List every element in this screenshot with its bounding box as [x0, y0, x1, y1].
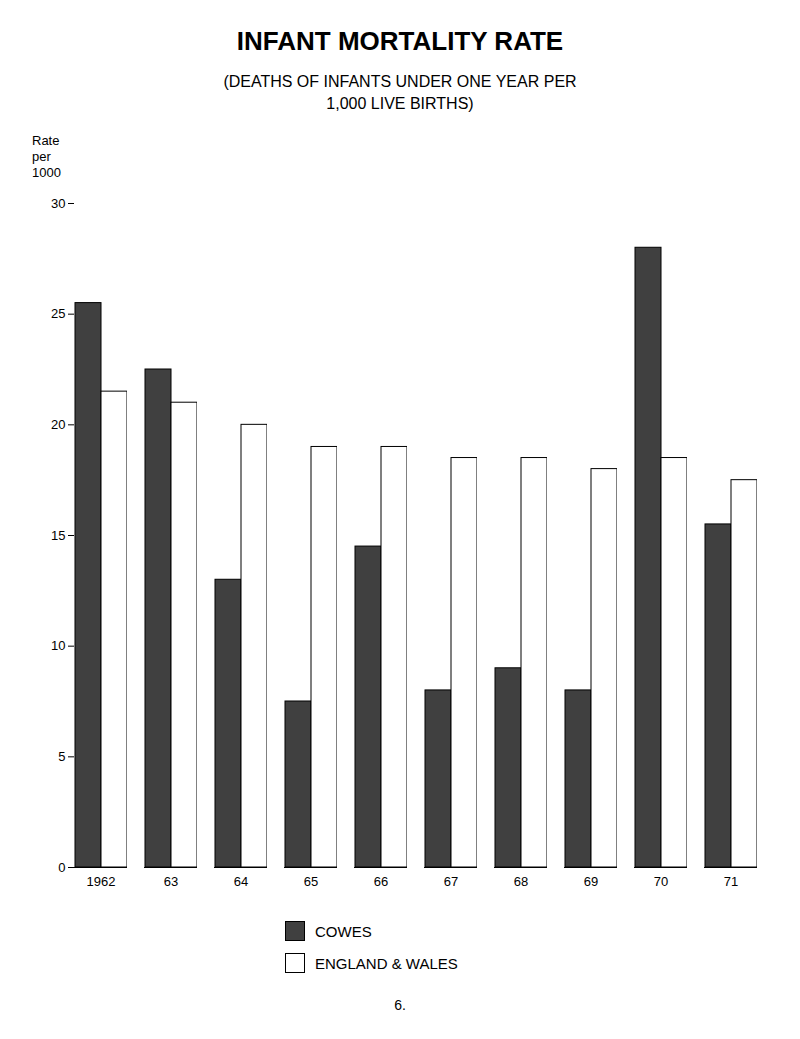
svg-text:66: 66 — [374, 874, 388, 889]
html-text:6.: 6. — [394, 997, 406, 1013]
html-text:COWES: COWES — [315, 922, 372, 940]
svg-text:68: 68 — [514, 874, 528, 889]
svg-text:20: 20 — [51, 417, 65, 432]
svg-text:5: 5 — [58, 749, 65, 764]
svg-text:71: 71 — [724, 874, 738, 889]
svg-text:67: 67 — [444, 874, 458, 889]
svg-text:15: 15 — [51, 528, 65, 543]
svg-text:10: 10 — [51, 638, 65, 653]
html-text:per: per — [32, 149, 51, 164]
svg-text:65: 65 — [304, 874, 318, 889]
svg-text:1962: 1962 — [87, 874, 116, 889]
svg-text:70: 70 — [654, 874, 668, 889]
svg-text:64: 64 — [234, 874, 248, 889]
html-text:ENGLAND & WALES: ENGLAND & WALES — [315, 954, 458, 972]
svg-text:30: 30 — [51, 196, 65, 211]
svg-text:63: 63 — [164, 874, 178, 889]
svg-text:0: 0 — [58, 860, 65, 875]
html-text:Rate: Rate — [32, 133, 60, 148]
svg-text:69: 69 — [584, 874, 598, 889]
html-text:1000: 1000 — [32, 165, 61, 180]
html-text:INFANT MORTALITY RATE: INFANT MORTALITY RATE — [236, 26, 564, 56]
html-text:1,000 LIVE BIRTHS): 1,000 LIVE BIRTHS) — [326, 95, 474, 112]
svg-text:25: 25 — [51, 306, 65, 321]
html-text:(DEATHS OF INFANTS UNDER ONE Y: (DEATHS OF INFANTS UNDER ONE YEAR PER — [223, 73, 577, 90]
